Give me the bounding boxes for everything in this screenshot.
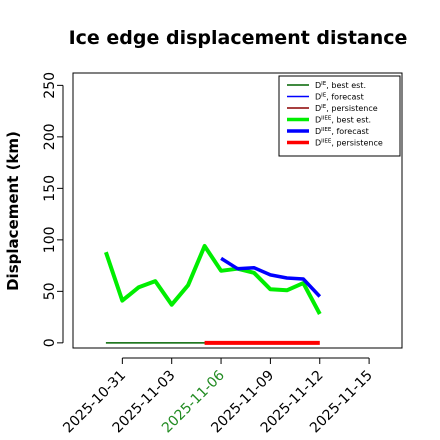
y-axis-label: Displacement (km) [4,131,22,291]
y-tick-label: 250 [42,72,58,99]
legend-label: DIE, forecast [315,93,364,102]
legend-label: DIE, best est. [315,81,366,90]
legend-label: DIE, persistence [315,104,378,113]
series-layer [104,244,322,345]
y-tick-label: 200 [42,123,58,150]
plot-area [72,72,403,349]
y-tick-label: 50 [42,282,58,300]
x-axis: 2025-10-312025-11-032025-11-062025-11-09… [60,357,376,436]
y-tick-label: 150 [42,175,58,202]
y-tick-label: 100 [42,226,58,253]
legend-label: DIIEE, best est. [315,116,371,125]
legend: DIE, best est. DIE, forecast DIE, persiste… [278,75,401,157]
legend-label: DIIEE, forecast [315,127,369,136]
y-tick-label: 0 [42,338,58,347]
series-line [104,244,322,315]
series-line [220,256,322,298]
y-axis: 0 50 100 150 200 250 [42,72,64,347]
legend-label: DIIEE, persistence [315,139,383,148]
chart-title: Ice edge displacement distance [69,27,408,49]
